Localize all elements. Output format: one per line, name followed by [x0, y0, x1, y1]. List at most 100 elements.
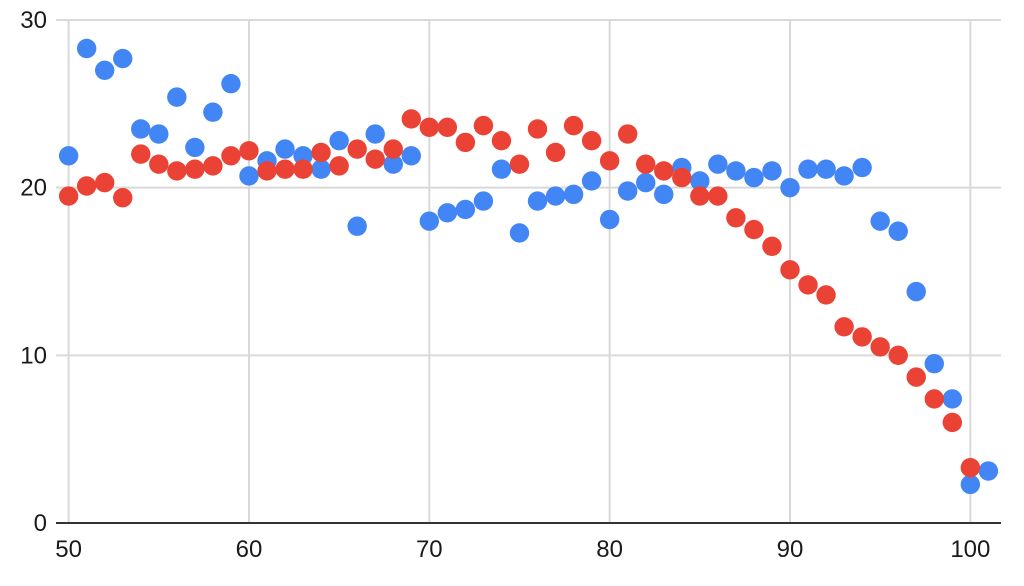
data-point-series-2-red — [149, 154, 169, 174]
data-point-series-1-blue — [563, 184, 584, 205]
data-point-series-2-red — [960, 457, 981, 478]
data-point-series-1-blue — [780, 177, 800, 198]
data-point-series-1-blue — [383, 154, 403, 174]
data-point-series-2-red — [672, 167, 692, 188]
data-point-series-2-red — [527, 119, 548, 139]
data-point-series-2-red — [257, 161, 277, 181]
data-point-series-2-red — [185, 159, 205, 179]
data-point-series-2-red — [239, 141, 259, 161]
data-point-series-1-blue — [654, 184, 674, 205]
data-point-series-2-red — [347, 139, 367, 159]
data-point-series-1-blue — [419, 211, 440, 231]
data-point-series-2-red — [816, 285, 836, 305]
data-point-series-1-blue — [185, 137, 205, 158]
data-point-series-2-red — [491, 131, 512, 151]
x-axis-tick-label: 70 — [416, 536, 443, 563]
data-point-series-2-red — [852, 327, 872, 347]
data-point-series-2-red — [563, 115, 584, 136]
data-point-series-2-red — [762, 236, 782, 257]
data-point-series-1-blue — [978, 461, 999, 481]
data-point-series-2-red — [473, 115, 494, 136]
data-point-series-1-blue — [347, 216, 367, 236]
data-point-series-2-red — [834, 317, 854, 337]
data-point-series-1-blue — [455, 199, 476, 220]
data-point-series-1-blue — [509, 223, 530, 243]
data-point-series-1-blue — [870, 211, 890, 231]
data-point-series-2-red — [744, 219, 764, 240]
data-point-series-2-red — [94, 172, 115, 193]
data-point-series-1-blue — [221, 74, 241, 94]
data-point-series-2-red — [924, 389, 944, 409]
data-point-series-2-red — [275, 159, 295, 179]
data-point-series-1-blue — [131, 119, 151, 139]
data-point-series-2-red — [455, 132, 476, 153]
data-point-series-2-red — [203, 156, 223, 176]
data-point-series-1-blue — [527, 191, 548, 211]
data-point-series-1-blue — [311, 159, 331, 179]
data-point-series-1-blue — [906, 281, 926, 302]
data-point-series-2-red — [221, 146, 241, 166]
data-point-series-1-blue — [690, 171, 710, 191]
data-point-series-1-blue — [744, 167, 764, 188]
data-point-series-1-blue — [888, 221, 908, 241]
data-point-series-2-red — [419, 117, 440, 138]
y-axis-tick-label: 10 — [20, 342, 47, 369]
data-point-series-2-red — [293, 159, 313, 179]
data-point-series-2-red — [870, 337, 890, 357]
data-point-series-1-blue — [924, 354, 944, 374]
data-point-series-2-red — [131, 144, 151, 164]
y-axis-tick-label: 30 — [20, 7, 47, 34]
data-point-series-1-blue — [581, 171, 602, 191]
data-point-series-1-blue — [942, 389, 963, 409]
data-point-series-2-red — [329, 156, 349, 176]
data-point-series-2-red — [401, 109, 421, 129]
data-point-series-1-blue — [149, 124, 169, 144]
data-point-series-2-red — [365, 149, 385, 169]
x-axis-tick-label: 60 — [236, 536, 263, 563]
data-point-series-2-red — [113, 188, 133, 208]
data-point-series-2-red — [383, 139, 403, 159]
data-point-series-1-blue — [834, 166, 854, 186]
x-axis-tick-label: 50 — [55, 536, 82, 563]
data-point-series-1-blue — [203, 102, 223, 122]
data-point-series-1-blue — [113, 48, 133, 69]
x-axis-tick-label: 100 — [950, 536, 990, 563]
data-point-series-2-red — [798, 275, 818, 295]
data-point-series-1-blue — [365, 124, 385, 144]
data-point-series-2-red — [76, 176, 97, 196]
data-point-series-2-red — [509, 154, 530, 174]
x-axis-tick-label: 80 — [596, 536, 623, 563]
data-point-series-1-blue — [76, 38, 97, 59]
data-point-series-1-blue — [545, 186, 566, 206]
data-point-series-2-red — [437, 117, 458, 138]
data-point-series-1-blue — [293, 146, 313, 166]
data-point-series-1-blue — [491, 159, 512, 179]
data-point-series-2-red — [780, 260, 800, 280]
data-point-series-1-blue — [726, 161, 746, 181]
data-point-series-2-red — [942, 412, 963, 433]
data-point-series-2-red — [167, 161, 187, 181]
data-point-series-2-red — [311, 142, 331, 163]
data-point-series-1-blue — [816, 159, 836, 179]
data-point-series-2-red — [58, 186, 79, 206]
data-point-series-1-blue — [437, 203, 458, 223]
data-point-series-1-blue — [329, 131, 349, 151]
data-point-series-1-blue — [636, 172, 656, 193]
data-point-series-1-blue — [617, 181, 638, 201]
data-point-series-2-red — [708, 186, 728, 206]
data-point-series-1-blue — [599, 209, 620, 230]
data-point-series-1-blue — [239, 166, 259, 186]
data-point-series-1-blue — [798, 159, 818, 179]
data-point-series-2-red — [654, 161, 674, 181]
data-point-series-2-red — [599, 151, 620, 171]
y-axis-tick-label: 0 — [34, 510, 47, 537]
data-point-series-2-red — [545, 142, 566, 163]
data-point-series-2-red — [888, 345, 908, 366]
data-point-series-1-blue — [960, 474, 981, 495]
data-point-series-1-blue — [852, 157, 872, 178]
data-point-series-1-blue — [762, 161, 782, 181]
data-point-series-1-blue — [708, 154, 728, 174]
data-point-series-1-blue — [275, 139, 295, 159]
